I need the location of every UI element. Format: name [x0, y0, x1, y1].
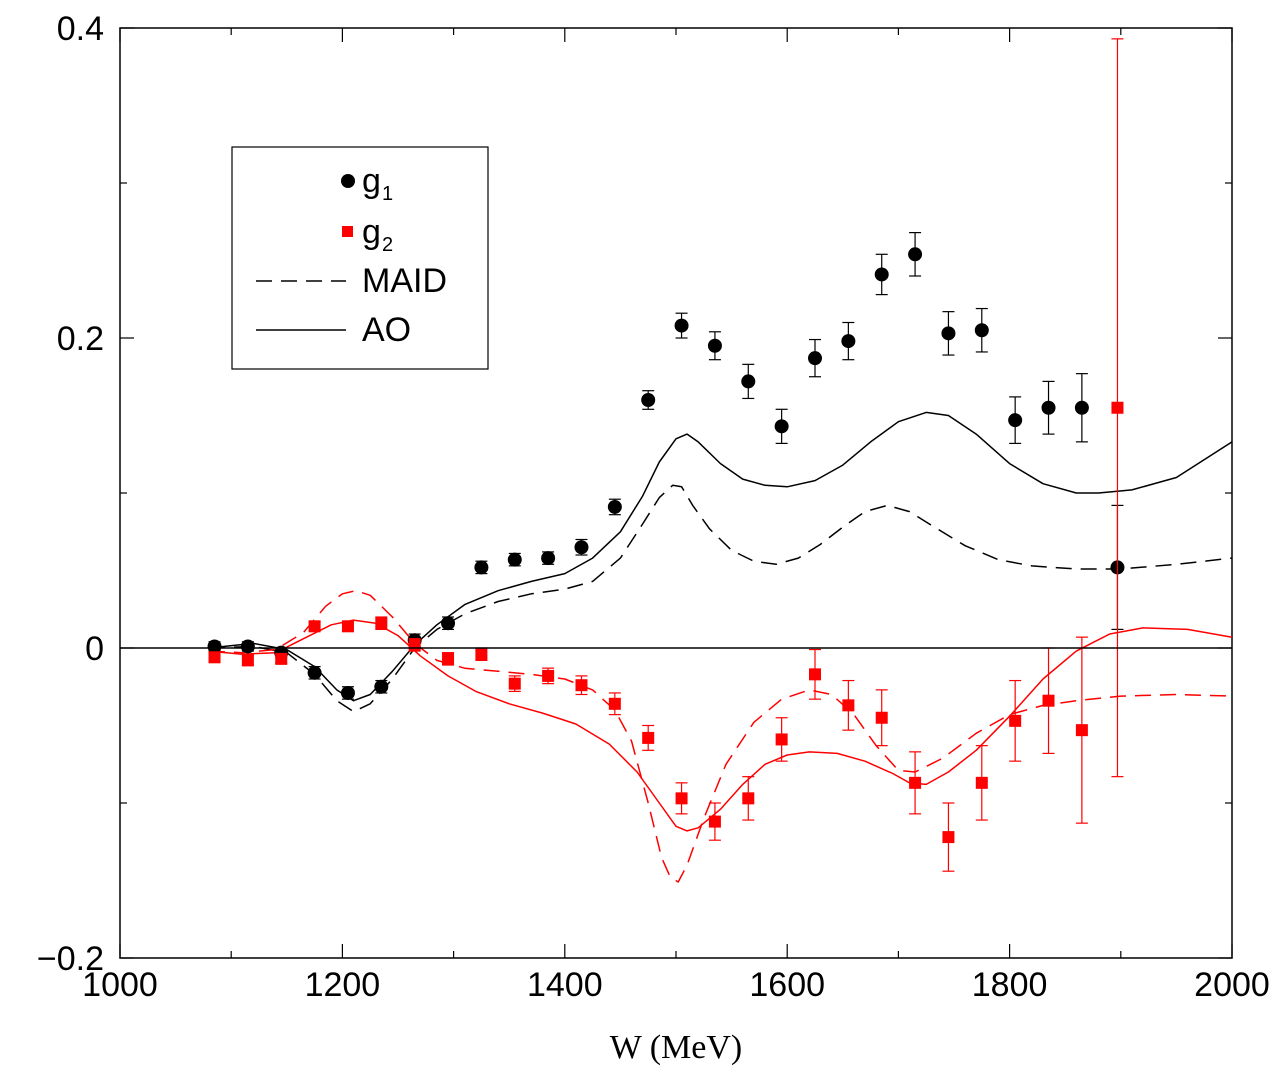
y-tick-label: −0.2 [37, 940, 104, 978]
data-point [874, 267, 889, 282]
data-point [975, 776, 988, 789]
data-point [1074, 400, 1089, 415]
data-point [574, 540, 589, 555]
data-point [474, 560, 489, 575]
series-curves [208, 411, 1233, 883]
data-point [341, 620, 354, 633]
data-point [842, 699, 855, 712]
data-point [542, 669, 555, 682]
data-point [1111, 401, 1124, 414]
data-point [340, 685, 355, 700]
data-point [642, 731, 655, 744]
data-point [508, 677, 521, 690]
data-point [841, 334, 856, 349]
data-point [607, 499, 622, 514]
curve-ao [208, 411, 1233, 702]
data-point [408, 638, 421, 651]
data-point [1008, 413, 1023, 428]
legend-marker-square [342, 226, 353, 237]
data-point [241, 654, 254, 667]
data-point [207, 639, 222, 654]
data-point [675, 792, 688, 805]
legend-label: g [362, 213, 381, 251]
x-tick-label: 2000 [1194, 966, 1270, 1004]
data-point [909, 776, 922, 789]
x-tick-label: 1400 [527, 966, 603, 1004]
data-point [742, 792, 755, 805]
axes: 1000 1200 1400 1600 1800 2000 −0.2 0 0.2 0.4 [37, 10, 1270, 1004]
data-point [875, 711, 888, 724]
data-point [475, 648, 488, 661]
series-g2 [208, 38, 1124, 872]
data-point [942, 831, 955, 844]
curve-g2-maid [208, 589, 1233, 883]
data-point [575, 679, 588, 692]
legend-box [231, 146, 489, 370]
data-point [307, 665, 322, 680]
data-point [674, 318, 689, 333]
data-point [941, 326, 956, 341]
series-g1 [207, 232, 1125, 700]
legend-label: g [362, 162, 381, 200]
data-point [441, 616, 456, 631]
data-point [240, 639, 255, 654]
legend-marker-circle [341, 174, 355, 188]
data-point [374, 679, 389, 694]
series-points [207, 38, 1125, 872]
x-tick-label: 1600 [749, 966, 825, 1004]
data-point [808, 351, 822, 366]
curve-maid [208, 484, 1233, 713]
data-point [1009, 714, 1022, 727]
data-point [375, 617, 388, 630]
legend-label: MAID [362, 262, 447, 300]
data-point [974, 323, 989, 338]
legend-label: AO [362, 311, 411, 349]
x-tick-label: 1000 [82, 966, 158, 1004]
data-point [608, 697, 621, 710]
data-point [275, 652, 288, 665]
legend-item-maid: MAID [256, 262, 447, 300]
data-point [708, 815, 721, 828]
x-tick-label: 1200 [305, 966, 381, 1004]
y-tick-label: 0.2 [57, 320, 104, 358]
data-point [707, 338, 722, 353]
data-point [775, 733, 788, 746]
data-point [1075, 724, 1088, 737]
y-tick-label: 0.4 [57, 10, 104, 48]
data-point [1042, 694, 1055, 707]
legend-label-subscript: 2 [382, 234, 393, 256]
y-tick-label: 0 [85, 630, 104, 668]
data-point [641, 393, 656, 407]
data-point [809, 668, 821, 681]
data-point [507, 552, 522, 567]
data-point [541, 551, 556, 566]
data-point [908, 247, 923, 262]
legend-label-subscript: 1 [382, 183, 393, 205]
x-axis-label: W (MeV) [610, 1029, 743, 1066]
data-point [208, 651, 221, 664]
data-point [442, 652, 455, 665]
legend-item-ao: AO [256, 311, 411, 349]
data-point [741, 374, 756, 389]
data-point [774, 419, 789, 434]
x-tick-label: 1800 [972, 966, 1048, 1004]
data-point [308, 620, 321, 633]
data-point [1041, 400, 1056, 415]
